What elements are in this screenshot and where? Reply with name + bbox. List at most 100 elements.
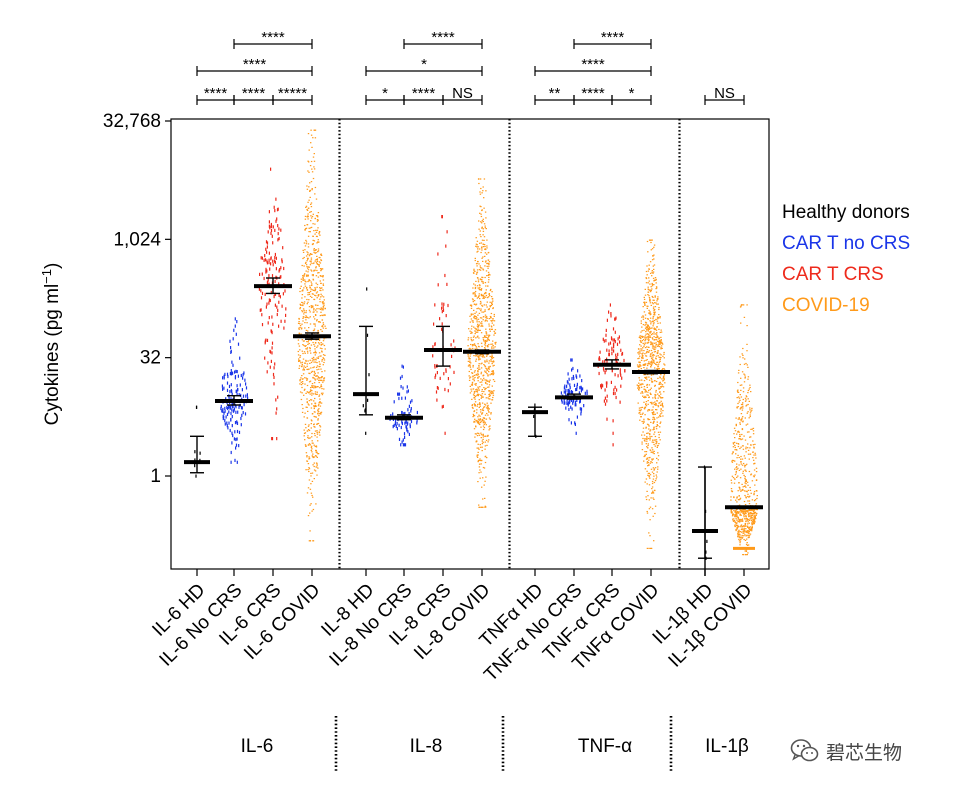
data-point — [750, 474, 752, 476]
data-point — [484, 347, 486, 349]
data-point — [404, 435, 406, 439]
data-point — [303, 429, 305, 431]
data-point — [743, 511, 745, 513]
data-point — [483, 304, 485, 306]
data-point — [646, 307, 648, 309]
data-point — [641, 449, 644, 451]
panel-label: IL-1β — [705, 736, 749, 757]
data-point — [318, 264, 320, 266]
data-point — [305, 241, 308, 243]
data-point — [745, 512, 747, 514]
data-point — [308, 327, 310, 329]
data-point — [441, 215, 443, 219]
data-point — [312, 393, 315, 395]
data-point — [321, 388, 323, 390]
data-point — [310, 134, 313, 136]
data-point — [317, 219, 319, 221]
data-point — [740, 322, 742, 324]
data-point — [272, 322, 274, 326]
data-point — [308, 317, 310, 319]
data-point — [315, 235, 318, 237]
data-point — [481, 324, 483, 326]
data-point — [270, 228, 273, 232]
data-point — [442, 305, 444, 309]
data-point — [308, 372, 310, 374]
data-point — [660, 329, 662, 331]
data-point — [735, 499, 737, 501]
data-point — [480, 288, 483, 290]
data-point — [304, 316, 307, 319]
data-point — [315, 314, 317, 316]
data-point — [267, 361, 269, 365]
data-point — [487, 285, 489, 287]
data-point — [312, 213, 314, 215]
data-point — [737, 512, 740, 514]
data-point — [313, 153, 315, 155]
data-point — [242, 394, 245, 398]
data-point — [270, 231, 272, 235]
data-point — [754, 515, 756, 517]
data-point — [317, 227, 319, 229]
data-point — [658, 387, 660, 389]
data-point — [320, 311, 322, 313]
data-point — [652, 374, 655, 376]
data-point — [302, 344, 304, 346]
data-point — [400, 443, 402, 447]
data-point — [652, 413, 654, 416]
data-point — [651, 482, 654, 485]
data-point — [478, 289, 481, 291]
data-point — [745, 405, 747, 407]
data-point — [486, 405, 489, 407]
data-point — [317, 248, 320, 250]
data-point — [306, 257, 309, 259]
data-point — [602, 360, 604, 364]
data-point — [643, 360, 645, 362]
data-point — [297, 339, 300, 341]
data-point — [398, 396, 400, 401]
data-point — [753, 492, 755, 494]
data-point — [483, 340, 485, 342]
data-point — [309, 231, 311, 233]
data-point — [266, 259, 268, 263]
data-point — [313, 433, 316, 435]
data-point — [480, 251, 482, 254]
data-point — [316, 393, 318, 395]
data-point — [483, 406, 486, 408]
data-point — [309, 348, 311, 350]
data-point — [313, 469, 316, 471]
data-point — [400, 425, 402, 430]
data-point — [474, 287, 477, 290]
data-point — [322, 354, 325, 356]
data-point — [270, 350, 272, 354]
data-point — [732, 477, 735, 479]
data-point — [492, 391, 494, 393]
data-point — [473, 344, 475, 346]
data-point — [642, 437, 644, 440]
data-point — [473, 415, 476, 417]
data-point — [645, 453, 647, 455]
data-point — [491, 303, 493, 305]
data-point — [652, 449, 654, 451]
data-point — [486, 317, 488, 319]
median-bar-2 — [215, 395, 253, 406]
data-point — [314, 260, 316, 262]
data-point — [317, 331, 319, 333]
data-point — [652, 422, 655, 424]
data-point — [732, 514, 734, 516]
data-point — [735, 511, 738, 513]
data-point — [754, 474, 756, 476]
data-point — [276, 305, 278, 309]
data-point — [741, 526, 743, 528]
data-point — [306, 460, 309, 462]
data-point — [298, 360, 301, 362]
data-point — [470, 390, 473, 392]
data-point — [648, 362, 650, 365]
data-point — [739, 518, 741, 520]
data-point — [646, 325, 649, 327]
data-point — [310, 288, 312, 290]
data-point — [477, 296, 479, 298]
data-point — [579, 407, 581, 411]
data-point — [645, 427, 647, 429]
data-point — [654, 435, 657, 438]
data-point — [646, 367, 648, 369]
